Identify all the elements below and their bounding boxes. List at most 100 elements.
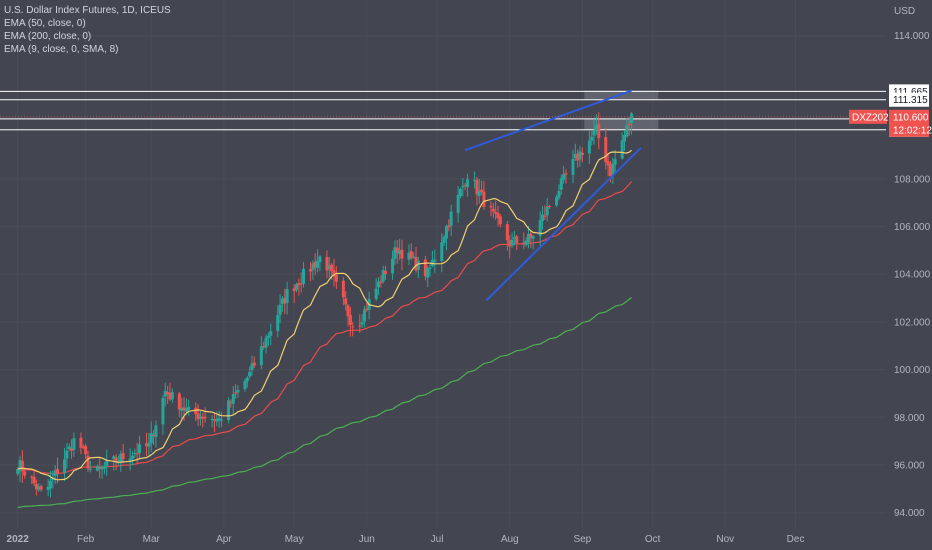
candle-body (128, 458, 132, 461)
candle-body (231, 394, 235, 404)
candle-body (463, 185, 467, 187)
ema-200-line (17, 297, 632, 509)
candle-body (212, 419, 216, 421)
candle-body (56, 469, 60, 474)
candle-body (433, 259, 437, 262)
candle-body (428, 267, 432, 269)
candle-body (510, 239, 514, 246)
candle-body (360, 322, 364, 325)
candle-body (276, 314, 280, 331)
candle-body (625, 125, 629, 137)
candle-body (229, 401, 233, 403)
symbol-tag-bg (849, 109, 887, 124)
candle-body (170, 392, 174, 400)
candle-body (412, 256, 416, 258)
time-axis[interactable]: 2022 Feb Mar Apr May Jun Jul Aug Sep Oct Nov Dec (0, 528, 932, 550)
x-tick-label: Mar (143, 534, 161, 545)
candle-body (576, 153, 580, 161)
candle-body (16, 469, 20, 474)
candle-body (98, 467, 102, 469)
chart-title: U.S. Dollar Index Futures, 1D, ICEUS (4, 5, 171, 16)
candle-body (114, 457, 118, 462)
horizontal-levels (0, 90, 886, 131)
legend-ema-50[interactable]: EMA (50, close, 0) (4, 18, 86, 29)
trendline-1 (485, 147, 642, 302)
currency-label: USD (894, 6, 915, 17)
candle-body (332, 270, 336, 277)
candle-body (37, 486, 41, 491)
candle-body (327, 265, 331, 270)
candle-body (346, 305, 350, 317)
candle-body (264, 337, 268, 348)
candle-body (250, 363, 254, 371)
level-tag-bg-1 (889, 92, 929, 107)
candle-body (480, 189, 484, 192)
candle-body (529, 233, 533, 238)
candle-body (555, 196, 559, 206)
candle-body (161, 398, 165, 425)
candle-body (395, 247, 399, 253)
candle-body (344, 298, 348, 305)
price-axis[interactable]: USD 94.000 96.000 98.000 100.000 102.000 104.0… (886, 0, 932, 550)
candle-body (630, 113, 634, 124)
candle-body (67, 446, 71, 450)
x-tick-label: Jun (359, 534, 375, 545)
zone-1 (584, 118, 659, 130)
candle-body (400, 249, 404, 259)
candle-body (168, 392, 172, 400)
candle-body (590, 136, 594, 141)
candle-body (149, 433, 153, 444)
candle-body (210, 419, 214, 421)
candle-body (295, 284, 299, 290)
x-tick-label: May (285, 534, 304, 545)
candle-body (248, 371, 252, 377)
candle-body (217, 418, 221, 421)
candle-body (203, 416, 207, 419)
legend-ema-200[interactable]: EMA (200, close, 0) (4, 31, 92, 42)
candle-body (377, 281, 381, 288)
candle-body (466, 179, 470, 188)
candle-body (604, 137, 608, 163)
ema-9-layer (17, 149, 632, 481)
candle-body (48, 480, 52, 489)
candle-body (302, 268, 306, 284)
candle-body (398, 250, 402, 255)
candle-body (34, 484, 38, 490)
candle-body (292, 288, 296, 292)
candle-body (145, 443, 149, 447)
y-tick-label: 96.000 (894, 461, 925, 472)
candle-body (611, 163, 615, 175)
grid (0, 0, 886, 528)
candle-body (252, 362, 256, 366)
y-tick-label: 108.000 (894, 174, 931, 185)
candle-body (86, 455, 90, 469)
candle-body (559, 178, 563, 190)
candle-body (147, 442, 151, 447)
candle-body (318, 256, 322, 263)
x-tick-label: Oct (645, 534, 661, 545)
candle-body (538, 220, 542, 236)
candle-body (177, 393, 181, 410)
candle-body (459, 188, 463, 196)
candle-body (121, 453, 125, 460)
candle-body (243, 381, 247, 390)
candle-body (541, 214, 545, 222)
candle-body (475, 179, 479, 195)
x-tick-label: Jul (431, 534, 444, 545)
candle-body (414, 257, 418, 271)
candle-body (571, 158, 575, 175)
candle-body (278, 304, 282, 315)
candle-body (613, 159, 617, 165)
y-tick-label: 102.000 (894, 317, 931, 328)
legend-ema-9[interactable]: EMA (9, close, 0, SMA, 8) (4, 44, 119, 55)
candle-body (416, 260, 420, 270)
candle-body (623, 134, 627, 142)
candle-body (72, 438, 76, 450)
symbol-tag: DXZ2022 (852, 112, 895, 123)
candle-body (491, 208, 495, 212)
candle-body (578, 151, 582, 160)
candle-body (163, 390, 167, 397)
candle-body (70, 448, 74, 451)
ema-200-layer (17, 297, 632, 509)
